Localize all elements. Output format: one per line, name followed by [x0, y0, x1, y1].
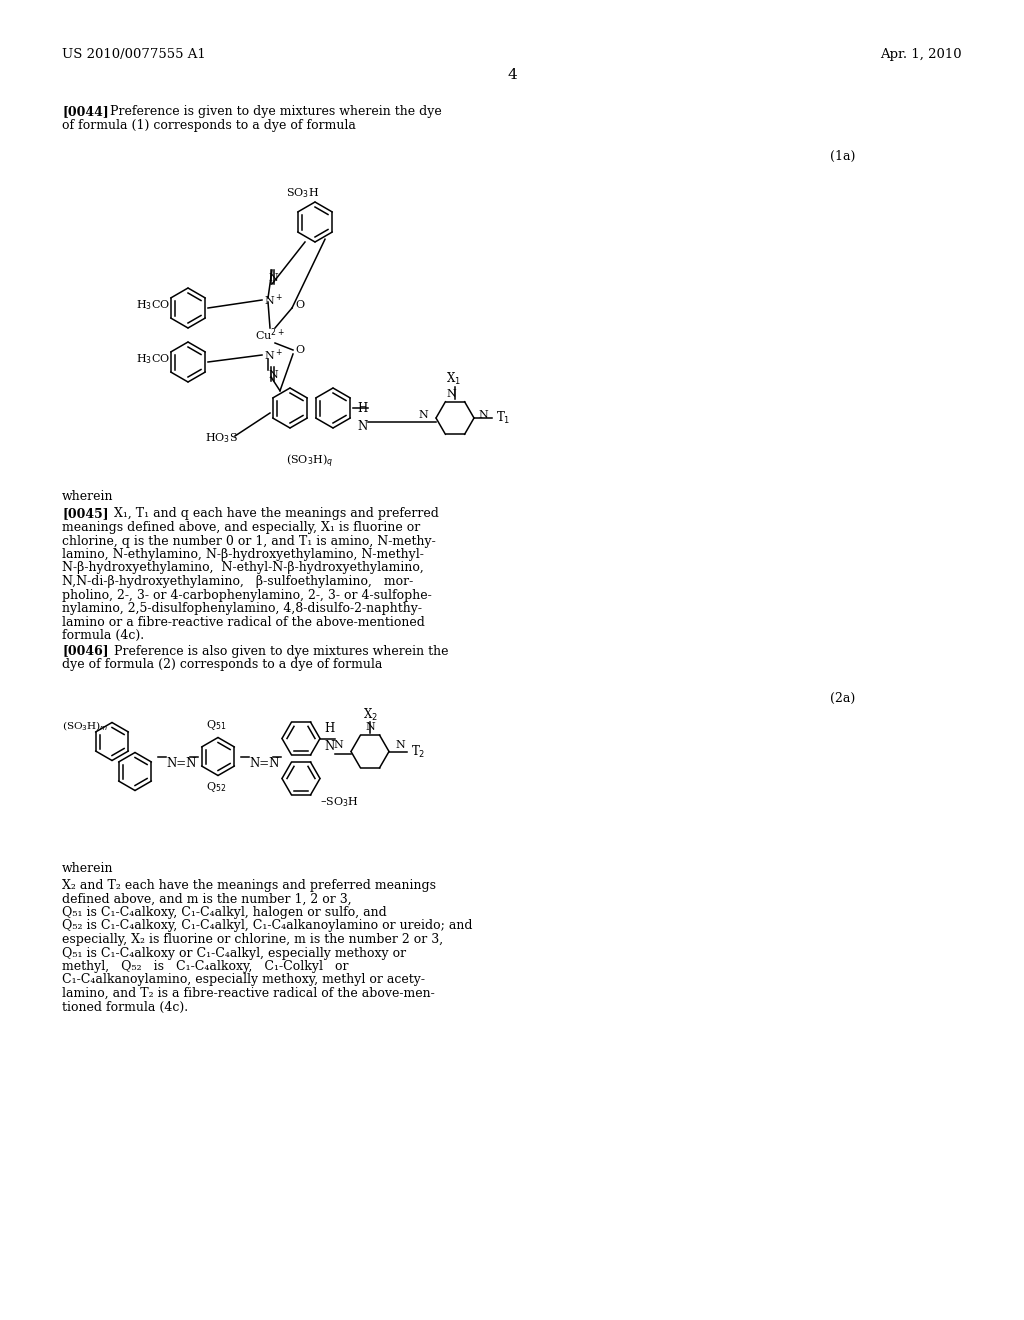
Text: (2a): (2a): [830, 692, 855, 705]
Text: Q₅₁ is C₁-C₄alkoxy, C₁-C₄alkyl, halogen or sulfo, and: Q₅₁ is C₁-C₄alkoxy, C₁-C₄alkyl, halogen …: [62, 906, 387, 919]
Text: N,N-di-β-hydroxyethylamino,   β-sulfoethylamino,   mor-: N,N-di-β-hydroxyethylamino, β-sulfoethyl…: [62, 576, 414, 587]
Text: H$_3$CO: H$_3$CO: [136, 298, 170, 312]
Text: (SO$_3$H)$_m$: (SO$_3$H)$_m$: [62, 719, 109, 734]
Text: Preference is also given to dye mixtures wherein the: Preference is also given to dye mixtures…: [106, 644, 449, 657]
Text: N: N: [268, 370, 278, 380]
Text: formula (4c).: formula (4c).: [62, 630, 144, 642]
Text: –SO$_3$H: –SO$_3$H: [319, 796, 358, 809]
Text: C₁-C₄alkanoylamino, especially methoxy, methyl or acety-: C₁-C₄alkanoylamino, especially methoxy, …: [62, 974, 425, 986]
Text: meanings defined above, and especially, X₁ is fluorine or: meanings defined above, and especially, …: [62, 521, 420, 535]
Text: N: N: [478, 411, 487, 420]
Text: SO$_3$H: SO$_3$H: [287, 186, 319, 199]
Text: Q₅₁ is C₁-C₄alkoxy or C₁-C₄alkyl, especially methoxy or: Q₅₁ is C₁-C₄alkoxy or C₁-C₄alkyl, especi…: [62, 946, 407, 960]
Text: N-β-hydroxyethylamino,  N-ethyl-N-β-hydroxyethylamino,: N-β-hydroxyethylamino, N-ethyl-N-β-hydro…: [62, 561, 424, 574]
Text: H: H: [357, 401, 368, 414]
Text: N$^+$: N$^+$: [264, 292, 283, 308]
Text: X₁, T₁ and q each have the meanings and preferred: X₁, T₁ and q each have the meanings and …: [106, 507, 439, 520]
Text: lamino, and T₂ is a fibre-reactive radical of the above-men-: lamino, and T₂ is a fibre-reactive radic…: [62, 987, 435, 1001]
Text: N: N: [324, 741, 334, 752]
Text: N: N: [395, 741, 404, 751]
Text: 4: 4: [507, 69, 517, 82]
Text: pholino, 2-, 3- or 4-carbophenylamino, 2-, 3- or 4-sulfophe-: pholino, 2-, 3- or 4-carbophenylamino, 2…: [62, 589, 432, 602]
Text: wherein: wherein: [62, 862, 114, 874]
Text: N$^+$: N$^+$: [264, 347, 283, 363]
Text: methyl,   Q₅₂   is   C₁-C₄alkoxy,   C₁-Colkyl   or: methyl, Q₅₂ is C₁-C₄alkoxy, C₁-Colkyl or: [62, 960, 348, 973]
Text: of formula (1) corresponds to a dye of formula: of formula (1) corresponds to a dye of f…: [62, 119, 356, 132]
Text: N=N: N=N: [249, 756, 280, 770]
Text: US 2010/0077555 A1: US 2010/0077555 A1: [62, 48, 206, 61]
Text: N: N: [366, 722, 375, 733]
Text: X$_1$: X$_1$: [445, 371, 461, 387]
Text: wherein: wherein: [62, 490, 114, 503]
Text: X₂ and T₂ each have the meanings and preferred meanings: X₂ and T₂ each have the meanings and pre…: [62, 879, 436, 892]
Text: O: O: [295, 345, 304, 355]
Text: H$_3$CO: H$_3$CO: [136, 352, 170, 366]
Text: N=N: N=N: [166, 756, 197, 770]
Text: Q$_{51}$: Q$_{51}$: [206, 718, 226, 733]
Text: chlorine, q is the number 0 or 1, and T₁ is amino, N-methy-: chlorine, q is the number 0 or 1, and T₁…: [62, 535, 436, 548]
Text: N: N: [446, 389, 456, 399]
Text: N: N: [268, 273, 278, 282]
Text: especially, X₂ is fluorine or chlorine, m is the number 2 or 3,: especially, X₂ is fluorine or chlorine, …: [62, 933, 443, 946]
Text: nylamino, 2,5-disulfophenylamino, 4,8-disulfo-2-naphthy-: nylamino, 2,5-disulfophenylamino, 4,8-di…: [62, 602, 422, 615]
Text: T$_2$: T$_2$: [411, 743, 425, 759]
Text: H: H: [324, 722, 334, 735]
Text: Q$_{52}$: Q$_{52}$: [206, 780, 226, 795]
Text: lamino or a fibre-reactive radical of the above-mentioned: lamino or a fibre-reactive radical of th…: [62, 615, 425, 628]
Text: Q₅₂ is C₁-C₄alkoxy, C₁-C₄alkyl, C₁-C₄alkanoylamino or ureido; and: Q₅₂ is C₁-C₄alkoxy, C₁-C₄alkyl, C₁-C₄alk…: [62, 920, 472, 932]
Text: O: O: [295, 300, 304, 310]
Text: [0046]: [0046]: [62, 644, 109, 657]
Text: N: N: [418, 411, 428, 420]
Text: Apr. 1, 2010: Apr. 1, 2010: [881, 48, 962, 61]
Text: (1a): (1a): [830, 150, 855, 162]
Text: defined above, and m is the number 1, 2 or 3,: defined above, and m is the number 1, 2 …: [62, 892, 351, 906]
Text: lamino, N-ethylamino, N-β-hydroxyethylamino, N-methyl-: lamino, N-ethylamino, N-β-hydroxyethylam…: [62, 548, 424, 561]
Text: HO$_3$S: HO$_3$S: [205, 432, 238, 445]
Text: [0044]: [0044]: [62, 106, 109, 117]
Text: tioned formula (4c).: tioned formula (4c).: [62, 1001, 188, 1014]
Text: dye of formula (2) corresponds to a dye of formula: dye of formula (2) corresponds to a dye …: [62, 657, 382, 671]
Text: X$_2$: X$_2$: [362, 706, 378, 722]
Text: T$_1$: T$_1$: [496, 411, 510, 426]
Text: Preference is given to dye mixtures wherein the dye: Preference is given to dye mixtures wher…: [110, 106, 441, 117]
Text: (SO$_3$H)$_q$: (SO$_3$H)$_q$: [287, 453, 334, 470]
Text: Cu$^{2+}$: Cu$^{2+}$: [255, 327, 285, 343]
Text: [0045]: [0045]: [62, 507, 109, 520]
Text: N: N: [333, 741, 343, 751]
Text: N: N: [357, 420, 368, 433]
